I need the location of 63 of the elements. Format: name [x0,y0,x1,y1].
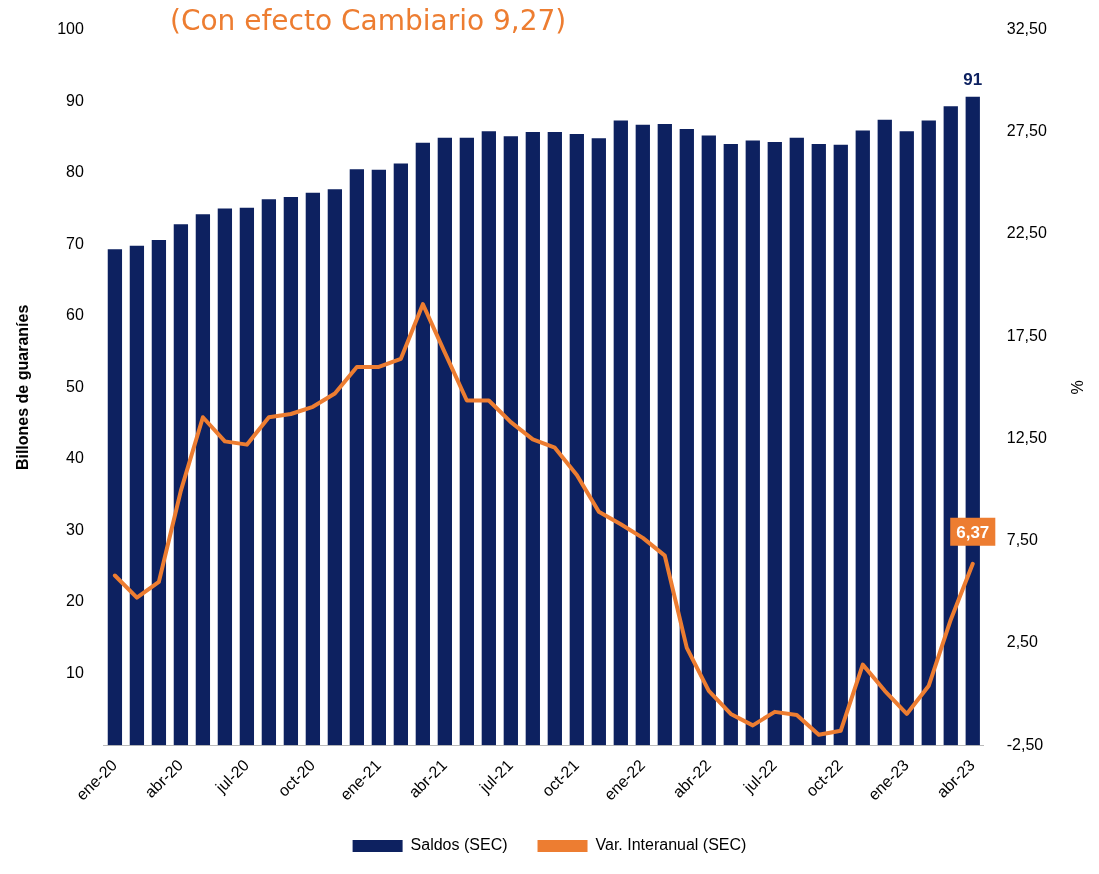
y-tick-label: 30 [66,520,84,538]
bar [635,124,650,746]
bar [239,207,255,746]
bar [349,169,365,746]
y-tick-label: 20 [66,592,84,610]
bar [151,239,167,746]
y-axis-title: Billones de guaraníes [14,304,32,471]
bar [921,120,936,746]
y2-tick-label: 22,50 [1006,224,1047,242]
bar [855,130,870,746]
bar [129,245,145,746]
y-tick-label: 90 [66,91,84,109]
legend-label: Saldos (SEC) [410,836,508,854]
bar [173,224,189,746]
bar [877,119,892,746]
data-label: 91 [963,70,983,90]
y-tick-label: 100 [57,20,84,38]
y-tick-label: 10 [66,664,84,682]
bar [745,140,760,746]
bar [789,137,804,746]
legend-label: Var. Interanual (SEC) [595,836,747,854]
bar [503,136,518,746]
data-label: 6,37 [956,522,990,542]
y2-tick-label: 7,50 [1006,531,1038,549]
y-tick-label: 50 [66,377,84,395]
y-tick-label: 70 [66,234,84,252]
bar [261,199,277,746]
bar [415,142,430,746]
bar [393,163,408,746]
bar [701,135,716,746]
y-tick-label: 60 [66,306,84,324]
bar [899,131,914,746]
bar [371,169,386,746]
bar [481,131,496,746]
y2-tick-label: -2,50 [1006,735,1044,753]
y2-tick-label: 17,50 [1006,326,1047,344]
y2-tick-label: 2,50 [1006,633,1038,651]
bar [327,189,343,746]
bar [613,120,628,746]
bar [833,144,848,746]
y2-tick-label: 12,50 [1006,428,1047,446]
bar [283,197,299,746]
y2-tick-label: 32,50 [1006,20,1047,38]
bar [217,208,233,746]
chart-title: (Con efecto Cambiario 9,27) [170,4,567,37]
bar [459,137,474,746]
bar [525,131,540,746]
bar [657,124,672,746]
bar [723,144,738,746]
y-tick-label: 40 [66,449,84,467]
bar [569,134,584,746]
bar [591,138,606,746]
y2-axis-title: % [1067,380,1085,395]
bar [305,192,321,746]
bar [811,144,826,746]
bar [107,249,123,746]
bar [767,141,782,746]
y2-tick-label: 27,50 [1006,122,1047,140]
bar [679,129,694,746]
bar [547,131,562,746]
y-tick-label: 80 [66,163,84,181]
bar [437,137,452,746]
bar [195,214,211,746]
